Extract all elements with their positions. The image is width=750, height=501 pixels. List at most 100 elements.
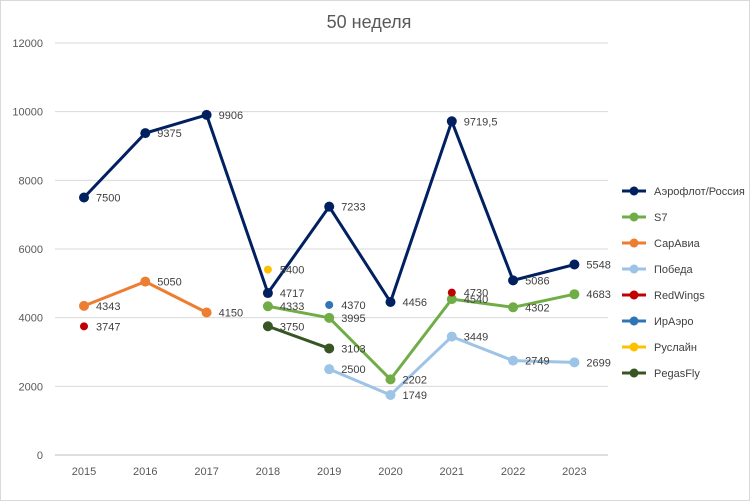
series-1-point: [262, 301, 273, 312]
series-0-point: [508, 275, 519, 286]
legend-item: СарАвиа: [622, 238, 701, 250]
legend-swatch-marker: [629, 290, 639, 300]
y-tick-label: 0: [37, 450, 43, 462]
y-tick-label: 10000: [12, 107, 43, 119]
series-5-data-label: 4370: [341, 300, 365, 312]
legend-label: Руслайн: [654, 342, 697, 354]
series-3-point: [446, 331, 457, 342]
series-2-point: [140, 276, 151, 287]
series-1-data-label: 2202: [403, 374, 427, 386]
series-0-point: [201, 109, 212, 120]
x-tick-label: 2018: [256, 466, 280, 478]
series-0-point: [262, 288, 273, 299]
series-4-point: [447, 288, 456, 297]
series-2-data-label: 4150: [219, 308, 243, 320]
grid-lines: [55, 42, 608, 456]
series-3-point: [385, 389, 396, 400]
series-0-data-label: 7500: [96, 193, 120, 205]
legend-label: S7: [654, 212, 667, 224]
series-markers: [79, 109, 580, 400]
legend-item: S7: [622, 212, 667, 224]
legend-item: ИрАэро: [622, 316, 693, 328]
series-3-data-label: 3449: [464, 332, 488, 344]
x-tick-label: 2021: [440, 466, 464, 478]
series-3-point: [324, 364, 335, 375]
y-tick-label: 8000: [19, 175, 43, 187]
series-1-line: [267, 292, 575, 381]
legend-swatch-marker: [629, 316, 639, 326]
series-3-point: [508, 355, 519, 366]
legend-swatch-marker: [629, 212, 639, 222]
x-tick-label: 2020: [378, 466, 402, 478]
series-1-data-label: 4333: [280, 301, 304, 313]
series-7-point: [262, 321, 273, 332]
series-1-data-label: 4540: [464, 294, 488, 306]
series-0-point: [79, 192, 89, 203]
series-3-point: [569, 357, 580, 368]
series-0-point: [446, 116, 457, 127]
legend-swatch-marker: [629, 238, 639, 248]
y-tick-label: 6000: [19, 244, 43, 256]
x-tick-label: 2022: [501, 466, 525, 478]
series-0-data-label: 9719,5: [464, 116, 498, 128]
series-0-data-label: 5086: [525, 275, 549, 287]
series-0-data-label: 7233: [341, 202, 365, 214]
legend: Аэрофлот/Россия S7 СарАвиа Победа RedWings Ир…: [622, 186, 745, 380]
legend-swatch-marker: [629, 342, 639, 352]
x-tick-label: 2016: [133, 466, 157, 478]
series-1-data-label: 3995: [341, 313, 365, 325]
series-0-data-label: 4456: [403, 297, 427, 309]
series-0-point: [324, 201, 335, 212]
legend-label: RedWings: [654, 290, 705, 302]
legend-item: PegasFly: [622, 368, 700, 380]
series-1-point: [324, 312, 335, 323]
series-0-data-label: 9906: [219, 110, 243, 122]
series-2-point: [79, 300, 89, 311]
series-5-point: [325, 300, 334, 309]
series-2-point: [201, 307, 212, 318]
series-1-point: [508, 302, 519, 313]
y-tick-label: 4000: [19, 313, 43, 325]
y-tick-label: 12000: [12, 38, 43, 50]
series-1-point: [385, 374, 396, 385]
series-2-data-label: 4343: [96, 301, 120, 313]
series-7-point: [324, 343, 335, 354]
legend-label: Аэрофлот/Россия: [654, 186, 745, 198]
series-4-point: [80, 322, 88, 331]
x-tick-label: 2017: [194, 466, 218, 478]
series-4-data-label: 4730: [464, 288, 488, 300]
legend-item: Победа: [622, 264, 693, 276]
series-6-data-label: 5400: [280, 265, 304, 277]
y-tick-label: 2000: [19, 381, 43, 393]
x-tick-label: 2015: [72, 466, 96, 478]
series-3-data-label: 2749: [525, 356, 549, 368]
x-tick-label: 2019: [317, 466, 341, 478]
series-7-data-label: 3103: [341, 343, 365, 355]
x-axis-ticks: 2015 2016 2017 2018 2019 2020 2021 2022 2023: [72, 466, 587, 478]
series-0-data-label: 4717: [280, 288, 304, 300]
chart-title: 50 неделя: [327, 12, 412, 32]
legend-item: Аэрофлот/Россия: [622, 186, 745, 198]
series-2-data-label: 5050: [157, 277, 181, 289]
legend-label: СарАвиа: [654, 238, 701, 250]
legend-label: Победа: [654, 264, 693, 276]
series-3-data-label: 2699: [586, 357, 610, 369]
series-6-point: [263, 265, 272, 274]
series-0-data-label: 5548: [586, 260, 610, 272]
series-7-data-label: 3750: [280, 321, 304, 333]
legend-swatch-marker: [629, 264, 639, 274]
series-1-point: [446, 294, 457, 305]
series-0-point: [385, 297, 396, 308]
legend-swatch-marker: [629, 186, 639, 196]
series-1-data-label: 4302: [525, 302, 549, 314]
series-3-data-label: 1749: [403, 390, 427, 402]
series-0-point: [140, 128, 151, 139]
series-0-data-label: 9375: [157, 128, 181, 140]
x-tick-label: 2023: [562, 466, 586, 478]
series-4-data-label: 3747: [96, 321, 120, 333]
legend-swatch-marker: [629, 368, 639, 378]
y-axis-ticks: 0 2000 4000 6000 8000 10000 12000: [12, 38, 43, 462]
legend-label: PegasFly: [654, 368, 700, 380]
legend-item: RedWings: [622, 290, 705, 302]
